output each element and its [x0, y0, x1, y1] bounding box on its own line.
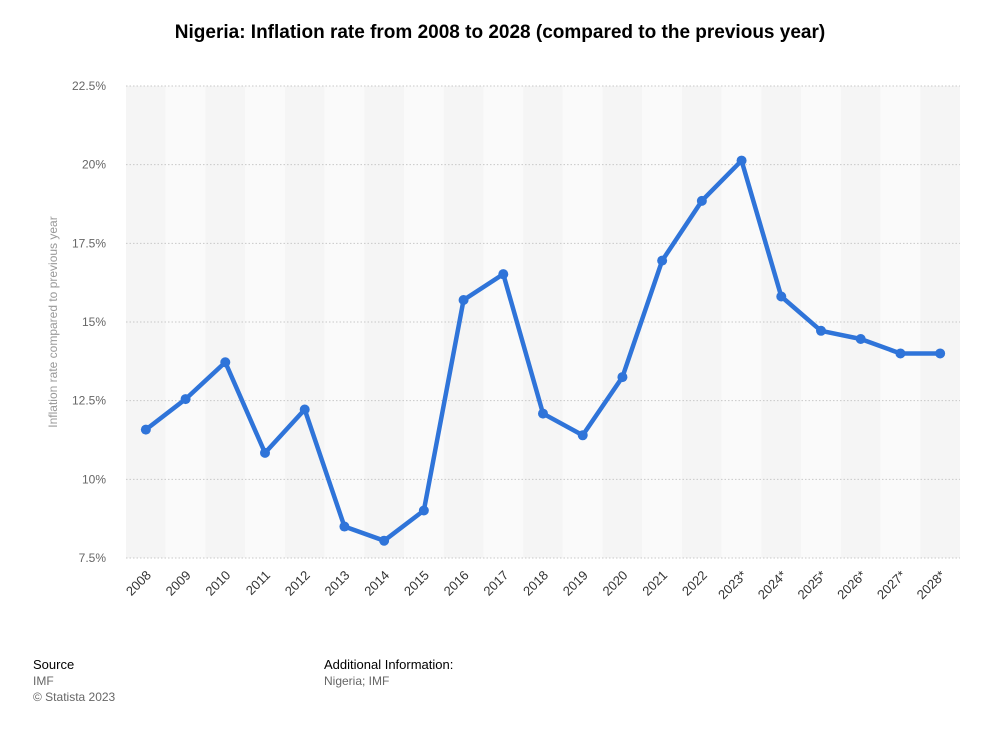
y-tick-label: 22.5%: [72, 79, 106, 93]
x-tick-label: 2021: [639, 568, 670, 599]
x-tick-label: 2016: [441, 568, 472, 599]
band-2025*: [801, 86, 841, 558]
y-tick-label: 15%: [82, 315, 106, 329]
source-block: Source IMF © Statista 2023: [33, 657, 115, 705]
x-tick-label: 2014: [361, 568, 392, 599]
source-name[interactable]: IMF: [33, 674, 54, 688]
data-point-2026*[interactable]: [855, 333, 866, 344]
x-tick-label: 2024*: [755, 568, 790, 603]
x-tick-label: 2012: [282, 568, 313, 599]
data-point-2011[interactable]: [260, 447, 270, 458]
y-tick-label: 7.5%: [79, 551, 107, 565]
chart-title: Nigeria: Inflation rate from 2008 to 202…: [174, 22, 826, 43]
data-point-2021[interactable]: [657, 255, 668, 266]
data-point-2023*[interactable]: [736, 155, 747, 166]
data-point-2016[interactable]: [458, 294, 469, 305]
x-tick-label: 2017: [480, 568, 511, 599]
x-tick-label: 2018: [520, 568, 551, 599]
y-tick-label: 10%: [82, 472, 106, 486]
x-tick-label: 2026*: [834, 568, 869, 603]
line-chart: 7.5% 10% 12.5% 15% 17.5% 20% 22.5% Inflation r…: [46, 79, 960, 603]
data-point-2019[interactable]: [577, 430, 588, 441]
x-tick-label: 2015: [401, 568, 432, 599]
data-point-2015[interactable]: [418, 505, 429, 516]
data-point-2013[interactable]: [339, 521, 350, 532]
data-point-2008[interactable]: [140, 424, 151, 435]
x-tick-label: 2025*: [794, 568, 829, 603]
source-heading: Source: [33, 657, 75, 672]
series-inflation: [140, 155, 946, 546]
additional-info-heading: Additional Information:: [324, 657, 454, 672]
x-tick-label: 2011: [243, 568, 273, 598]
band-2022: [682, 86, 722, 558]
data-point-2009[interactable]: [180, 394, 191, 405]
data-point-2020[interactable]: [617, 372, 628, 383]
data-point-2027*[interactable]: [895, 348, 906, 359]
data-point-2025*[interactable]: [816, 325, 826, 336]
x-axis-ticks: 2008 2009 2010 2011 2012 2013 2014 2015 2016 2017…: [123, 568, 948, 603]
band-2019: [562, 86, 603, 558]
y-tick-label: 12.5%: [72, 394, 106, 408]
band-2028*: [920, 86, 960, 558]
x-tick-label: 2022: [679, 568, 710, 599]
data-point-2024*[interactable]: [776, 291, 787, 302]
data-point-2010[interactable]: [220, 357, 231, 368]
y-axis-ticks: 7.5% 10% 12.5% 15% 17.5% 20% 22.5%: [72, 79, 106, 565]
x-tick-label: 2013: [321, 568, 352, 599]
x-tick-label: 2027*: [874, 568, 909, 603]
copyright: © Statista 2023: [33, 690, 116, 704]
x-tick-label: 2008: [123, 568, 154, 599]
x-tick-label: 2009: [163, 568, 194, 599]
data-point-2014[interactable]: [379, 535, 390, 546]
data-point-2028*[interactable]: [935, 348, 946, 359]
data-point-2017[interactable]: [498, 269, 509, 280]
additional-info-text: Nigeria; IMF: [324, 674, 390, 688]
band-2014: [364, 86, 404, 558]
gridlines: [126, 85, 960, 559]
x-tick-label: 2010: [202, 568, 233, 599]
band-2020: [602, 86, 643, 558]
additional-info-block: Additional Information: Nigeria; IMF: [324, 657, 453, 689]
data-point-2022[interactable]: [696, 195, 707, 206]
data-point-2012[interactable]: [299, 404, 310, 415]
x-tick-label: 2028*: [914, 568, 949, 603]
band-2008: [126, 86, 166, 558]
x-tick-label: 2019: [560, 568, 591, 599]
x-tick-label: 2020: [599, 568, 630, 599]
band-2011: [245, 86, 285, 558]
y-axis-label: Inflation rate compared to previous year: [46, 216, 60, 427]
data-point-2018[interactable]: [538, 408, 548, 419]
y-tick-label: 17.5%: [72, 236, 106, 250]
y-tick-label: 20%: [82, 158, 106, 172]
x-tick-label: 2023*: [715, 568, 750, 603]
band-2026*: [840, 86, 881, 558]
